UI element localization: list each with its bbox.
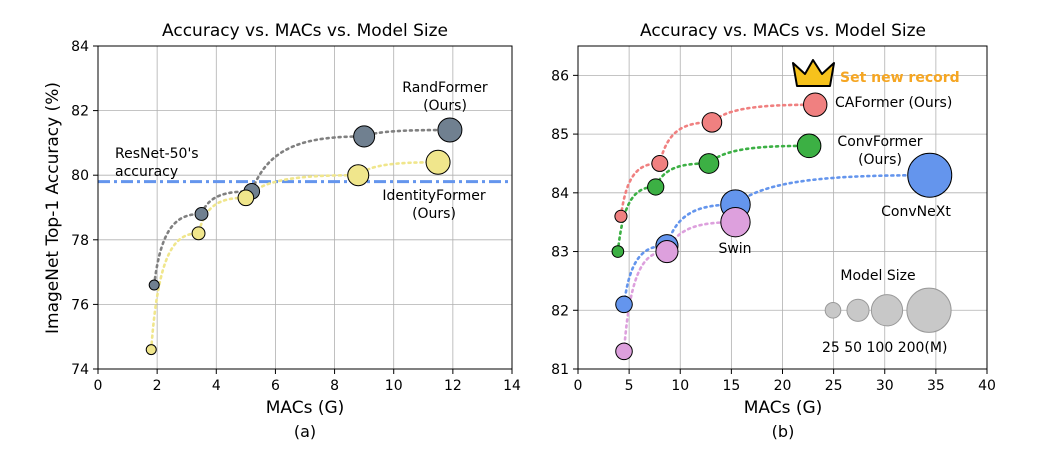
x-tick-label: 14 — [503, 378, 521, 394]
chart-b-caption: (b) — [772, 422, 795, 441]
y-tick-label: 82 — [551, 303, 569, 319]
chart-a-frame — [97, 45, 513, 370]
size-legend-circle — [906, 287, 952, 333]
annotation-randformer: RandFormer (Ours) — [402, 80, 488, 114]
data-point — [615, 342, 633, 361]
x-tick-label: 10 — [385, 378, 403, 394]
series-line — [622, 220, 737, 353]
x-tick-label: 2 — [153, 378, 162, 394]
label-convnext: ConvNeXt — [881, 204, 951, 220]
data-point — [437, 117, 463, 143]
data-point — [237, 189, 255, 207]
data-point — [720, 207, 751, 238]
x-tick-label: 40 — [978, 378, 996, 394]
data-point — [145, 344, 157, 356]
data-point — [655, 239, 679, 264]
data-point — [698, 153, 720, 174]
chart-a: Accuracy vs. MACs vs. Model Size 0 2 4 6 8 10… — [71, 21, 521, 441]
chart-b-xlabel: MACs (G) — [744, 398, 823, 418]
x-tick-label: 35 — [927, 378, 945, 394]
y-tick-label: 84 — [71, 39, 89, 55]
x-tick-label: 10 — [671, 378, 689, 394]
crown-icon — [792, 59, 835, 87]
chart-b-title: Accuracy vs. MACs vs. Model Size — [640, 21, 926, 41]
y-tick-label: 86 — [551, 68, 569, 84]
data-point — [647, 178, 665, 196]
label-convformer: ConvFormer (Ours) — [837, 134, 922, 168]
record-label: Set new record — [840, 70, 960, 86]
x-tick-label: 0 — [574, 378, 583, 394]
y-tick-label: 76 — [71, 297, 89, 313]
size-legend: Model Size 25 50 100 200(M) — [822, 268, 952, 356]
x-tick-label: 5 — [625, 378, 634, 394]
data-point — [194, 207, 209, 221]
data-point — [611, 245, 625, 258]
size-legend-labels: 25 50 100 200(M) — [822, 340, 947, 356]
chart-a-ticks: 0 2 4 6 8 10 12 14 74 76 78 80 82 84 — [71, 39, 521, 394]
chart-a-xlabel: MACs (G) — [266, 398, 345, 418]
series-line — [619, 103, 817, 218]
data-point — [907, 152, 953, 198]
annotation-resnet: ResNet-50's accuracy — [115, 146, 199, 180]
annotation-identityformer: IdentityFormer (Ours) — [382, 188, 486, 222]
size-legend-circle — [824, 301, 842, 319]
chart-a-title: Accuracy vs. MACs vs. Model Size — [162, 21, 448, 41]
size-legend-circle — [846, 298, 870, 322]
series-line — [149, 160, 440, 351]
y-tick-label: 85 — [551, 127, 569, 143]
label-swin: Swin — [718, 241, 751, 257]
label-caformer: CAFormer (Ours) — [835, 95, 952, 111]
data-point — [701, 112, 723, 133]
y-tick-label: 74 — [71, 362, 89, 378]
x-tick-label: 0 — [94, 378, 103, 394]
chart-a-caption: (a) — [294, 422, 316, 441]
series-line — [152, 128, 452, 287]
series-line — [622, 173, 932, 306]
x-tick-label: 8 — [330, 378, 339, 394]
chart-b-ticks: 0 5 10 15 20 25 30 35 40 81 82 83 84 85 86 — [551, 68, 996, 394]
data-point — [425, 149, 451, 175]
data-point — [191, 226, 206, 241]
data-point — [614, 209, 628, 223]
data-point — [796, 133, 822, 159]
x-tick-label: 15 — [722, 378, 740, 394]
y-tick-label: 82 — [71, 104, 89, 120]
chart-b-lines — [616, 103, 932, 353]
x-tick-label: 4 — [212, 378, 221, 394]
x-tick-label: 25 — [825, 378, 843, 394]
data-point — [651, 154, 669, 172]
y-axis-label: ImageNet Top-1 Accuracy (%) — [43, 82, 63, 334]
x-tick-label: 30 — [876, 378, 894, 394]
chart-a-lines — [149, 128, 452, 351]
y-tick-label: 78 — [71, 233, 89, 249]
x-tick-label: 6 — [271, 378, 280, 394]
chart-b-points — [611, 92, 953, 361]
series-line — [616, 144, 811, 253]
data-point — [615, 295, 633, 314]
y-tick-label: 84 — [551, 186, 569, 202]
size-legend-title: Model Size — [840, 268, 915, 284]
x-tick-label: 20 — [774, 378, 792, 394]
y-tick-label: 81 — [551, 362, 569, 378]
chart-b: Accuracy vs. MACs vs. Model Size Model S… — [551, 21, 996, 441]
chart-a-points — [145, 117, 463, 356]
y-tick-label: 83 — [551, 245, 569, 261]
y-tick-label: 80 — [71, 168, 89, 184]
data-point — [347, 164, 370, 187]
data-point — [353, 125, 376, 148]
data-point — [148, 279, 160, 291]
data-point — [803, 92, 828, 117]
x-tick-label: 12 — [444, 378, 462, 394]
size-legend-circle — [870, 294, 904, 327]
